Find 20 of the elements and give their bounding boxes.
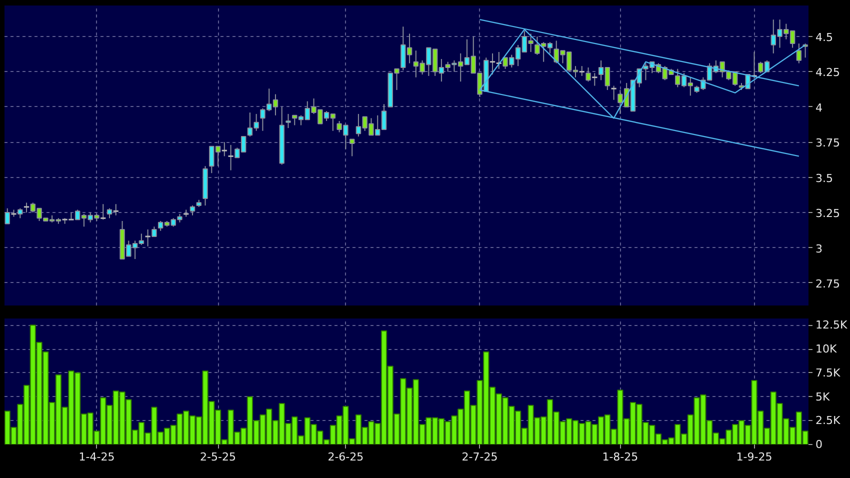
y-tick-label: 3.75 bbox=[816, 136, 840, 150]
y-tick-label: 5K bbox=[816, 390, 830, 404]
y-tick-label: 12.5K bbox=[816, 318, 848, 332]
y-tick-label: 2.5K bbox=[816, 414, 841, 428]
x-tick-label: 1-8-25 bbox=[602, 450, 638, 464]
x-tick-label: 2-7-25 bbox=[462, 450, 498, 464]
y-tick-label: 3.25 bbox=[816, 207, 840, 220]
y-tick-label: 0 bbox=[816, 438, 822, 451]
y-tick-label: 2.75 bbox=[816, 277, 840, 290]
y-tick-label: 3.5 bbox=[816, 172, 833, 185]
y-tick-label: 4 bbox=[816, 101, 822, 114]
y-tick-label: 3 bbox=[816, 242, 822, 256]
y-tick-label: 4.25 bbox=[816, 66, 840, 80]
y-tick-label: 4.5 bbox=[816, 30, 833, 44]
x-tick-label: 2-6-25 bbox=[328, 450, 364, 464]
x-tick-label: 1-9-25 bbox=[736, 450, 772, 464]
y-tick-label: 7.5K bbox=[816, 366, 841, 380]
x-tick-label: 1-4-25 bbox=[78, 450, 115, 464]
x-tick-label: 2-5-25 bbox=[200, 450, 236, 464]
y-tick-label: 10K bbox=[816, 342, 838, 356]
